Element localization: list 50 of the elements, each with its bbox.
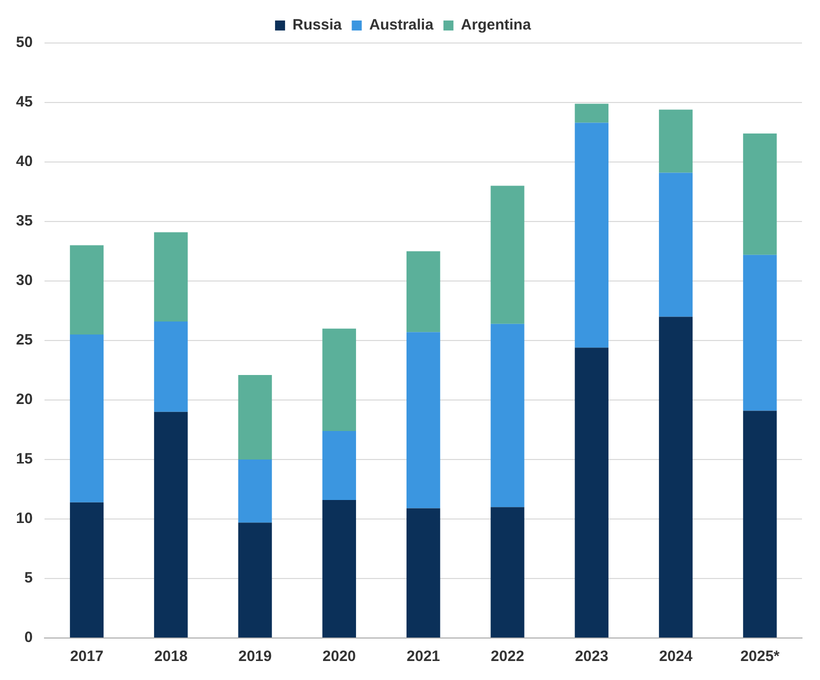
bar xyxy=(743,133,777,255)
legend-label: Argentina xyxy=(460,16,532,34)
bar xyxy=(70,334,104,502)
bar xyxy=(490,507,524,638)
legend-label: Australia xyxy=(369,16,434,34)
bar xyxy=(574,104,608,123)
x-tick-label: 2018 xyxy=(154,648,188,666)
bar xyxy=(154,321,188,412)
bar xyxy=(238,460,272,523)
bar xyxy=(406,332,440,508)
y-tick-label: 15 xyxy=(16,450,33,468)
y-tick-label: 5 xyxy=(24,570,33,587)
bar xyxy=(658,316,693,638)
bar xyxy=(574,122,608,348)
bar xyxy=(406,508,440,638)
x-tick-label: 2021 xyxy=(406,648,440,666)
x-tick-label: 2020 xyxy=(322,648,356,666)
bar xyxy=(490,324,524,508)
legend-label: Russia xyxy=(292,16,342,34)
y-tick-label: 20 xyxy=(16,391,33,408)
x-tick-label: 2025* xyxy=(740,648,780,666)
y-tick-label: 30 xyxy=(16,272,33,290)
y-tick-label: 10 xyxy=(16,510,33,528)
y-tick-label: 50 xyxy=(16,34,33,52)
x-tick-label: 2023 xyxy=(574,648,608,666)
bar xyxy=(238,522,272,638)
y-tick-label: 25 xyxy=(16,332,33,349)
y-tick-label: 0 xyxy=(24,629,33,646)
bar xyxy=(154,412,188,638)
bar xyxy=(406,251,440,332)
x-tick-label: 2024 xyxy=(659,648,694,666)
bar xyxy=(743,410,777,638)
x-tick-label: 2022 xyxy=(490,648,524,666)
bar xyxy=(154,232,188,322)
bar xyxy=(70,245,104,335)
bar xyxy=(658,110,693,173)
bar xyxy=(574,348,608,638)
bar xyxy=(490,186,524,324)
bar xyxy=(322,500,356,638)
y-tick-label: 40 xyxy=(16,153,33,170)
bar xyxy=(322,328,356,431)
x-tick-label: 2019 xyxy=(238,648,272,666)
y-tick-label: 45 xyxy=(16,94,33,111)
bar xyxy=(70,502,104,638)
x-tick-label: 2017 xyxy=(70,648,104,666)
bar xyxy=(238,375,272,460)
bar xyxy=(322,430,356,500)
y-tick-label: 35 xyxy=(16,212,33,230)
bar xyxy=(743,254,777,411)
bar xyxy=(658,172,693,317)
